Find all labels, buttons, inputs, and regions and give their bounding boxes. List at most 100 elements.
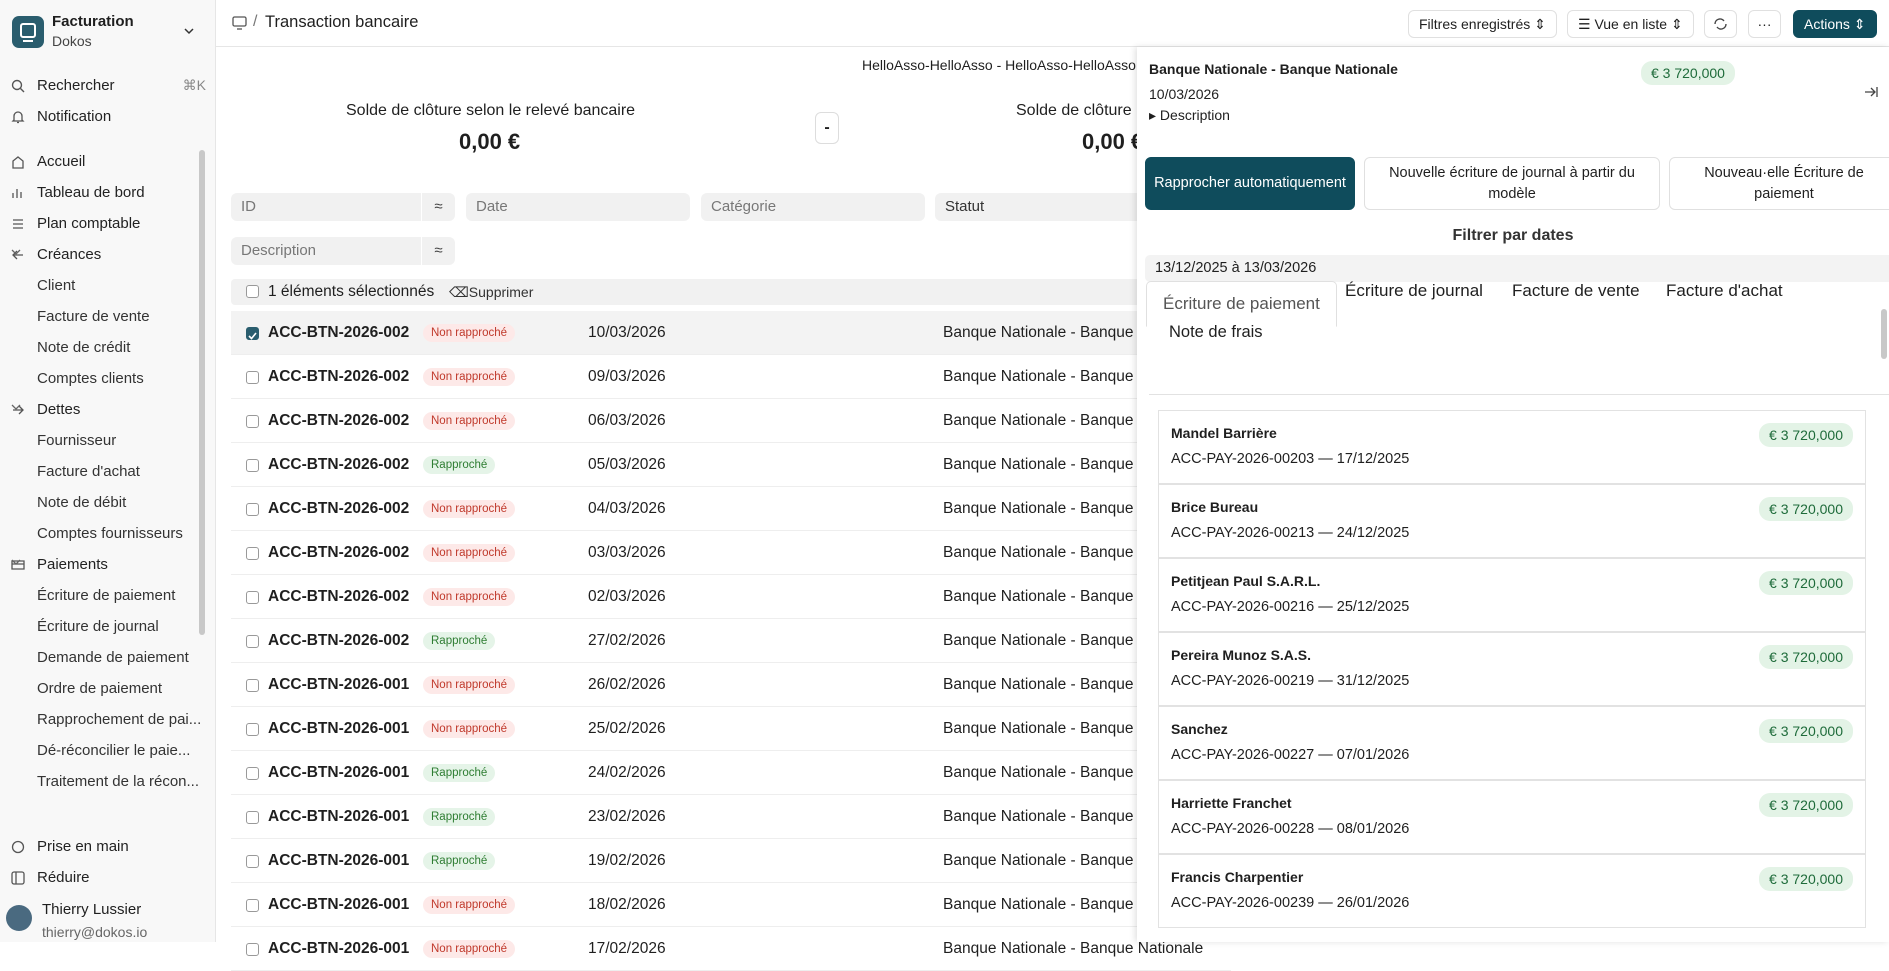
transaction-row[interactable]: ACC-BTN-2026-001 Rapproché 19/02/2026 Banqu… <box>231 839 1231 883</box>
transaction-row[interactable]: ACC-BTN-2026-002 Non rapproché 04/03/2026 B… <box>231 487 1231 531</box>
summary-value: 0,00 € <box>1082 129 1144 154</box>
refresh[interactable] <box>1704 10 1737 38</box>
transaction-row[interactable]: ACC-BTN-2026-001 Non rapproché 26/02/2026 B… <box>231 663 1231 707</box>
nav-sub-item[interactable]: Écriture de paiement <box>37 587 176 604</box>
payment-card[interactable]: Pereira Munoz S.A.S. ACC-PAY-2026-00219 —… <box>1158 632 1866 706</box>
notification[interactable]: Notification <box>0 101 200 132</box>
transaction-row[interactable]: ACC-BTN-2026-001 Rapproché 23/02/2026 Banqu… <box>231 795 1231 839</box>
search[interactable]: Rechercher ⌘K <box>0 70 206 101</box>
nav-sub-item[interactable]: Client <box>37 277 76 294</box>
row-status: Non rapproché <box>423 940 516 958</box>
row-checkbox[interactable] <box>246 371 259 384</box>
nav-link[interactable]: Plan comptable <box>0 208 200 239</box>
row-checkbox[interactable] <box>246 723 259 736</box>
panel-tab[interactable]: Note de frais <box>1169 323 1263 341</box>
payment-card[interactable]: Mandel Barrière ACC-PAY-2026-00203 — 17/1… <box>1158 410 1866 484</box>
nav-group[interactable]: Créances <box>0 239 200 270</box>
payment-card[interactable]: Sanchez ACC-PAY-2026-00227 — 07/01/2026 € … <box>1158 706 1866 780</box>
new-journal-entry[interactable]: Nouvelle écriture de journal à partir du… <box>1364 157 1660 210</box>
filter-input[interactable]: Description ≈ <box>231 237 455 265</box>
user-avatar[interactable] <box>6 905 32 931</box>
close-panel[interactable] <box>1863 85 1879 99</box>
panel-tab[interactable]: Facture d'achat <box>1666 281 1783 300</box>
transaction-row[interactable]: ACC-BTN-2026-001 Non rapproché 18/02/2026 B… <box>231 883 1231 927</box>
row-checkbox[interactable] <box>246 811 259 824</box>
nav-sub-item[interactable]: Comptes clients <box>37 370 144 387</box>
transaction-row[interactable]: ACC-BTN-2026-001 Rapproché 24/02/2026 Banqu… <box>231 751 1231 795</box>
new-payment-entry[interactable]: Nouveau·elle Écriture de paiement <box>1669 157 1889 210</box>
payment-card[interactable]: Harriette Franchet ACC-PAY-2026-00228 — 0… <box>1158 780 1866 854</box>
nav-sub-item[interactable]: Traitement de la récon... <box>37 773 200 790</box>
transaction-row[interactable]: ACC-BTN-2026-002 Non rapproché 06/03/2026 B… <box>231 399 1231 443</box>
transaction-row[interactable]: ACC-BTN-2026-002 Non rapproché 09/03/2026 B… <box>231 355 1231 399</box>
group-chevron[interactable] <box>11 403 21 411</box>
transaction-row[interactable]: ACC-BTN-2026-002 Non rapproché 02/03/2026 B… <box>231 575 1231 619</box>
payment-card[interactable]: Brice Bureau ACC-PAY-2026-00213 — 24/12/2… <box>1158 484 1866 558</box>
group-chevron[interactable] <box>11 248 21 256</box>
date-range[interactable]: 13/12/2025 à 13/03/2026 <box>1145 255 1889 282</box>
row-checkbox[interactable] <box>246 503 259 516</box>
row-checkbox[interactable] <box>246 899 259 912</box>
nav-group[interactable]: Dettes <box>0 394 200 425</box>
payment-party: Francis Charpentier <box>1171 869 1304 885</box>
app-name[interactable]: Facturation <box>52 13 134 30</box>
transaction-row[interactable]: ACC-BTN-2026-002 Non rapproché 03/03/2026 B… <box>231 531 1231 575</box>
payment-party: Brice Bureau <box>1171 499 1259 515</box>
desk-icon[interactable] <box>232 16 247 30</box>
auto-reconcile[interactable]: Rapprocher automatiquement <box>1145 157 1355 210</box>
nav-sub-item[interactable]: Note de crédit <box>37 339 131 356</box>
nav-group-label: Dettes <box>37 401 81 418</box>
nav-sub-item[interactable]: Rapprochement de pai... <box>37 711 202 728</box>
row-checkbox[interactable] <box>246 635 259 648</box>
list-view[interactable]: ☰ Vue en liste ⇕ <box>1567 10 1694 38</box>
nav-sub-item[interactable]: Dé-réconcilier le paie... <box>37 742 191 759</box>
delete-button[interactable]: ⌫Supprimer <box>449 284 534 300</box>
collapse[interactable]: Réduire <box>0 862 200 893</box>
payment-card[interactable]: Petitjean Paul S.A.R.L. ACC-PAY-2026-0021… <box>1158 558 1866 632</box>
transaction-row[interactable]: ACC-BTN-2026-002 Non rapproché 10/03/2026 B… <box>231 311 1231 355</box>
app-switcher[interactable] <box>184 27 194 35</box>
filter-operator[interactable]: ≈ <box>421 237 455 265</box>
filter-operator[interactable]: ≈ <box>421 193 455 221</box>
panel-tab[interactable]: Écriture de journal <box>1345 281 1483 300</box>
row-checkbox[interactable] <box>246 943 259 956</box>
row-checkbox[interactable] <box>246 855 259 868</box>
panel-tab[interactable]: Écriture de paiement <box>1146 281 1337 327</box>
nav-sub-item[interactable]: Comptes fournisseurs <box>37 525 183 542</box>
nav-sub-item[interactable]: Note de débit <box>37 494 127 511</box>
select-all[interactable] <box>246 285 259 298</box>
row-checkbox[interactable] <box>246 767 259 780</box>
nav-link[interactable]: Tableau de bord <box>0 177 200 208</box>
nav-sub-item[interactable]: Ordre de paiement <box>37 680 163 697</box>
row-checkbox[interactable] <box>246 679 259 692</box>
transaction-row[interactable]: ACC-BTN-2026-002 Rapproché 05/03/2026 Banqu… <box>231 443 1231 487</box>
row-checkbox[interactable] <box>246 327 259 340</box>
row-checkbox[interactable] <box>246 459 259 472</box>
row-checkbox[interactable] <box>246 547 259 560</box>
actions[interactable]: Actions ⇕ <box>1793 10 1877 38</box>
nav-sub-item[interactable]: Facture de vente <box>37 308 150 325</box>
row-checkbox[interactable] <box>246 415 259 428</box>
nav-link[interactable]: Accueil <box>0 146 200 177</box>
filter-input[interactable]: ID ≈ <box>231 193 455 221</box>
transaction-row[interactable]: ACC-BTN-2026-002 Rapproché 27/02/2026 Banqu… <box>231 619 1231 663</box>
transaction-row[interactable]: ACC-BTN-2026-001 Non rapproché 17/02/2026 B… <box>231 927 1231 971</box>
nav-sub-item[interactable]: Facture d'achat <box>37 463 140 480</box>
filter-input[interactable]: Date <box>466 193 690 221</box>
filter-input[interactable]: Catégorie <box>701 193 925 221</box>
panel-description[interactable]: ▸ Description <box>1149 107 1230 123</box>
filter-input[interactable]: Statut <box>935 193 1159 221</box>
panel-amount: € 3 720,000 <box>1641 61 1735 85</box>
row-checkbox[interactable] <box>246 591 259 604</box>
more-menu[interactable]: ··· <box>1748 10 1781 38</box>
payment-card[interactable]: Francis Charpentier ACC-PAY-2026-00239 — … <box>1158 854 1866 928</box>
getting-started[interactable]: Prise en main <box>0 831 200 862</box>
transaction-row[interactable]: ACC-BTN-2026-001 Non rapproché 25/02/2026 B… <box>231 707 1231 751</box>
nav-group[interactable]: Paiements <box>0 549 200 580</box>
group-chevron[interactable] <box>11 558 21 566</box>
nav-sub-item[interactable]: Fournisseur <box>37 432 117 449</box>
panel-tab[interactable]: Facture de vente <box>1512 281 1640 300</box>
nav-sub-item[interactable]: Demande de paiement <box>37 649 189 666</box>
nav-sub-item[interactable]: Écriture de journal <box>37 618 159 635</box>
saved-filters[interactable]: Filtres enregistrés ⇕ <box>1408 10 1557 38</box>
